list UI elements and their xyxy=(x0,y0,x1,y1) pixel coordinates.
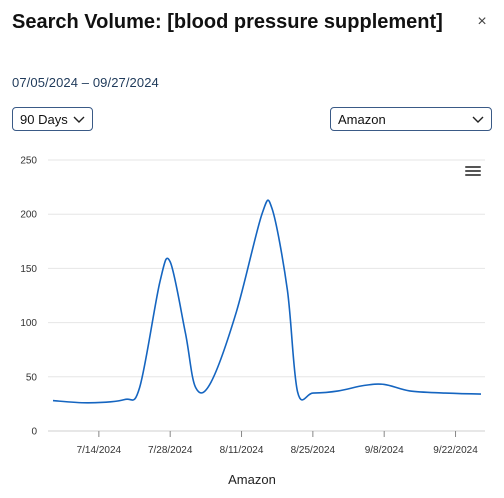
y-tick-label: 0 xyxy=(31,427,37,438)
chevron-down-icon xyxy=(73,116,85,123)
modal-title: Search Volume: [blood pressure supplemen… xyxy=(12,11,443,33)
y-tick-label: 200 xyxy=(20,210,37,221)
date-range: 07/05/2024 – 09/27/2024 xyxy=(12,75,159,90)
close-icon[interactable]: × xyxy=(477,13,487,30)
x-tick-label: 9/8/2024 xyxy=(365,445,404,456)
x-tick-label: 7/14/2024 xyxy=(77,445,122,456)
chevron-down-icon xyxy=(472,116,484,123)
source-select-value: Amazon xyxy=(338,111,386,127)
y-tick-label: 100 xyxy=(20,318,37,329)
x-axis: 7/14/2024 7/28/2024 8/11/2024 8/25/2024 9/8/… xyxy=(77,431,478,456)
source-select[interactable]: Amazon xyxy=(330,107,492,131)
line-chart: 0 50 100 150 200 250 7/14/2024 7/28/2024 8/11/2… xyxy=(20,156,485,456)
range-select-value: 90 Days xyxy=(20,111,68,127)
hamburger-menu-icon[interactable] xyxy=(465,166,481,180)
chart-grid xyxy=(48,159,485,432)
y-axis: 0 50 100 150 200 250 xyxy=(20,156,37,438)
x-axis-title: Amazon xyxy=(228,472,276,487)
y-tick-label: 150 xyxy=(20,264,37,275)
range-select[interactable]: 90 Days xyxy=(12,107,93,131)
x-tick-label: 7/28/2024 xyxy=(148,445,193,456)
x-tick-label: 8/11/2024 xyxy=(220,445,264,456)
y-tick-label: 250 xyxy=(20,156,37,167)
x-tick-label: 8/25/2024 xyxy=(291,445,336,456)
y-tick-label: 50 xyxy=(26,372,38,383)
series-line-amazon xyxy=(52,199,482,404)
x-tick-label: 9/22/2024 xyxy=(433,445,478,456)
